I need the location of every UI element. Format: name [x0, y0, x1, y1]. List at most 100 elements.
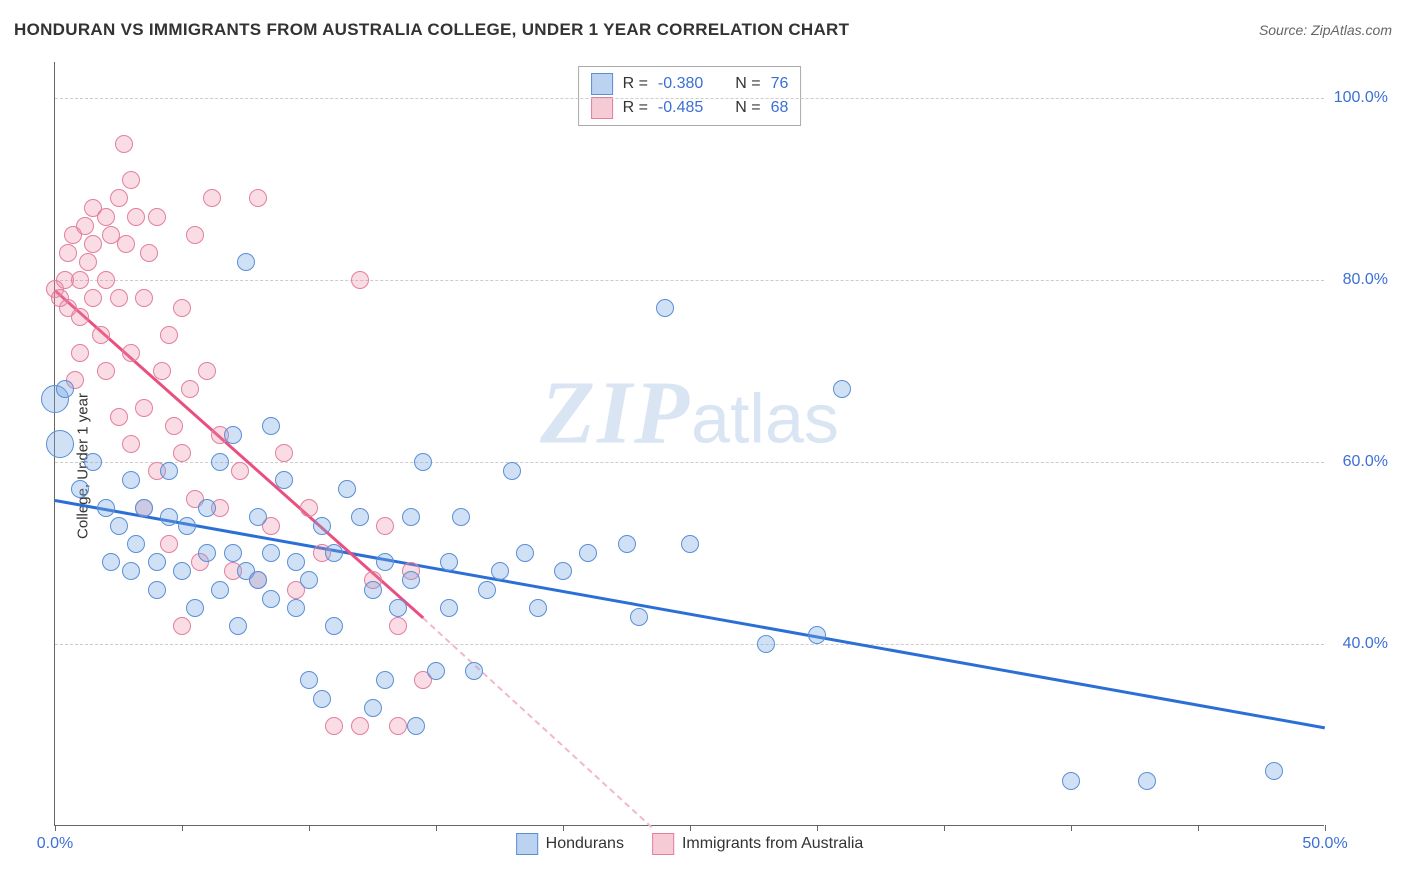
data-point [122, 562, 140, 580]
data-point [211, 453, 229, 471]
data-point [117, 235, 135, 253]
data-point [287, 599, 305, 617]
data-point [224, 544, 242, 562]
data-point [165, 417, 183, 435]
data-point [808, 626, 826, 644]
data-point [402, 508, 420, 526]
data-point [757, 635, 775, 653]
data-point [287, 553, 305, 571]
data-point [173, 617, 191, 635]
data-point [407, 717, 425, 735]
data-point [389, 717, 407, 735]
x-tick [690, 825, 691, 831]
header: HONDURAN VS IMMIGRANTS FROM AUSTRALIA CO… [14, 20, 1392, 40]
stats-row-pink: R = -0.485 N = 68 [591, 96, 789, 120]
data-point [325, 544, 343, 562]
data-point [452, 508, 470, 526]
trend-line [55, 499, 1325, 729]
trend-line [423, 617, 653, 828]
data-point [338, 480, 356, 498]
data-point [160, 535, 178, 553]
data-point [351, 508, 369, 526]
data-point [516, 544, 534, 562]
data-point [503, 462, 521, 480]
x-tick-label: 50.0% [1302, 835, 1347, 853]
data-point [71, 308, 89, 326]
data-point [300, 571, 318, 589]
data-point [237, 253, 255, 271]
data-point [440, 599, 458, 617]
stats-legend: R = -0.380 N = 76 R = -0.485 N = 68 [578, 66, 802, 126]
data-point [351, 271, 369, 289]
x-tick [563, 825, 564, 831]
x-tick-label: 0.0% [37, 835, 73, 853]
data-point [231, 462, 249, 480]
data-point [1062, 772, 1080, 790]
chart-container: College, Under 1 year ZIPatlas R = -0.38… [14, 56, 1392, 876]
data-point [275, 444, 293, 462]
data-point [110, 289, 128, 307]
data-point [71, 480, 89, 498]
data-point [71, 344, 89, 362]
data-point [110, 517, 128, 535]
data-point [249, 508, 267, 526]
data-point [1265, 762, 1283, 780]
x-tick [1325, 825, 1326, 831]
data-point [84, 235, 102, 253]
source-label: Source: ZipAtlas.com [1259, 22, 1392, 38]
data-point [313, 517, 331, 535]
x-tick [182, 825, 183, 831]
data-point [656, 299, 674, 317]
gridline [55, 98, 1324, 99]
data-point [135, 289, 153, 307]
data-point [229, 617, 247, 635]
y-tick-label: 80.0% [1343, 271, 1388, 289]
data-point [1138, 772, 1156, 790]
data-point [198, 544, 216, 562]
watermark: ZIPatlas [540, 361, 839, 464]
data-point [833, 380, 851, 398]
data-point [211, 581, 229, 599]
data-point [630, 608, 648, 626]
data-point [97, 271, 115, 289]
data-point [173, 444, 191, 462]
data-point [198, 362, 216, 380]
data-point [478, 581, 496, 599]
x-tick [1198, 825, 1199, 831]
data-point [110, 408, 128, 426]
data-point [198, 499, 216, 517]
data-point [376, 671, 394, 689]
data-point [178, 517, 196, 535]
data-point [173, 562, 191, 580]
data-point [135, 399, 153, 417]
data-point [389, 599, 407, 617]
data-point [325, 617, 343, 635]
data-point [376, 553, 394, 571]
y-tick-label: 40.0% [1343, 635, 1388, 653]
data-point [160, 326, 178, 344]
data-point [364, 581, 382, 599]
gridline [55, 644, 1324, 645]
data-point [79, 253, 97, 271]
data-point [262, 417, 280, 435]
data-point [97, 208, 115, 226]
data-point [465, 662, 483, 680]
data-point [313, 690, 331, 708]
data-point [97, 362, 115, 380]
data-point [97, 499, 115, 517]
data-point [300, 499, 318, 517]
x-tick [944, 825, 945, 831]
data-point [173, 299, 191, 317]
data-point [84, 453, 102, 471]
data-point [148, 581, 166, 599]
x-tick [55, 825, 56, 831]
data-point [71, 271, 89, 289]
data-point [249, 189, 267, 207]
legend-item-hondurans: Hondurans [516, 833, 624, 855]
data-point [148, 553, 166, 571]
bottom-legend: Hondurans Immigrants from Australia [516, 833, 864, 855]
data-point [140, 244, 158, 262]
data-point [153, 362, 171, 380]
data-point [300, 671, 318, 689]
chart-title: HONDURAN VS IMMIGRANTS FROM AUSTRALIA CO… [14, 20, 849, 40]
